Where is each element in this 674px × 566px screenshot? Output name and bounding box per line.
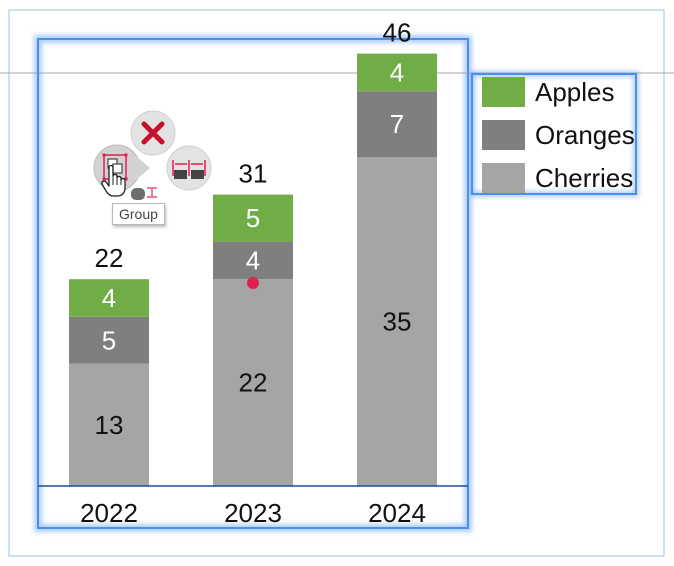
bar-apples-2023[interactable] <box>213 194 293 242</box>
tooltip-group: Group <box>112 203 165 225</box>
data-label: 4 <box>246 245 260 275</box>
bar-apples-2022[interactable] <box>69 279 149 317</box>
bar-cherries-2024[interactable] <box>357 157 437 486</box>
floating-toolbar <box>93 110 212 200</box>
distribute-button[interactable] <box>166 145 212 191</box>
group-button[interactable] <box>93 144 150 192</box>
bar-cherries-2023[interactable] <box>213 279 293 486</box>
total-label: 22 <box>95 243 124 273</box>
slide-frame <box>8 9 665 557</box>
x-tick-label: 2023 <box>224 498 282 528</box>
bar-apples-2024[interactable] <box>357 53 437 92</box>
close-icon <box>141 121 165 145</box>
total-label: 46 <box>383 18 412 48</box>
legend[interactable]: Apples Oranges Cherries <box>482 77 635 193</box>
legend-label-apples: Apples <box>535 77 615 107</box>
legend-swatch-cherries <box>482 163 525 193</box>
legend-label-oranges: Oranges <box>535 120 635 150</box>
x-tick-label: 2022 <box>80 498 138 528</box>
bar-oranges-2023[interactable] <box>213 241 293 280</box>
data-label: 5 <box>246 203 260 233</box>
x-tick-label: 2024 <box>368 498 426 528</box>
legend-swatch-oranges <box>482 120 525 150</box>
align-icon <box>131 187 157 200</box>
hand-pointer-icon <box>101 164 126 197</box>
data-label: 4 <box>102 283 116 313</box>
legend-label-cherries: Cherries <box>535 163 633 193</box>
bar-oranges-2022[interactable] <box>69 316 149 364</box>
data-label: 5 <box>102 325 116 355</box>
data-label: 4 <box>390 57 404 87</box>
data-label: 35 <box>383 307 412 337</box>
bars-group: 13 5 4 22 2022 22 4 5 31 2023 35 7 4 46 2024 <box>69 18 437 528</box>
distribute-horizontal-icon <box>172 160 206 179</box>
expand-arrow-icon <box>136 156 150 180</box>
bar-oranges-2024[interactable] <box>357 91 437 157</box>
plot-selection-frame[interactable] <box>34 35 472 532</box>
legend-swatch-apples <box>482 77 525 107</box>
selection-handle[interactable] <box>247 277 259 289</box>
delete-button[interactable] <box>130 110 176 156</box>
data-label: 22 <box>239 368 268 398</box>
legend-selection-frame[interactable] <box>469 71 639 197</box>
data-label: 13 <box>95 410 124 440</box>
total-label: 31 <box>239 159 268 189</box>
bar-cherries-2022[interactable] <box>69 363 149 486</box>
data-label: 7 <box>390 109 404 139</box>
